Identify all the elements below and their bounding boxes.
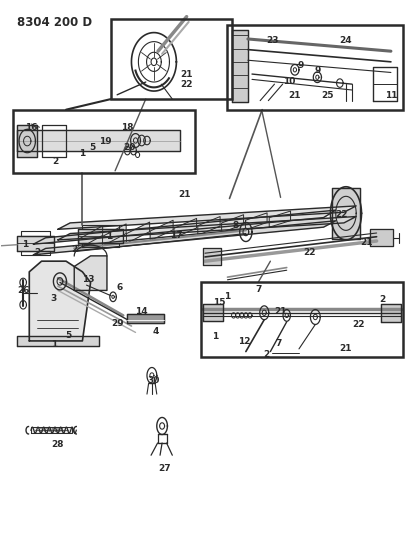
Polygon shape	[150, 220, 173, 240]
Text: 18: 18	[121, 123, 133, 132]
Text: 21: 21	[339, 344, 351, 353]
Polygon shape	[102, 224, 126, 246]
Text: 22: 22	[335, 210, 347, 219]
Text: 2: 2	[379, 295, 385, 304]
Text: 9: 9	[313, 67, 320, 75]
Text: 22: 22	[351, 320, 364, 329]
Polygon shape	[58, 206, 355, 229]
Text: 1: 1	[106, 232, 112, 241]
Text: 13: 13	[82, 275, 94, 284]
Polygon shape	[78, 229, 123, 243]
Polygon shape	[331, 188, 360, 239]
Text: 11: 11	[384, 91, 396, 100]
Polygon shape	[370, 229, 392, 246]
Text: 30: 30	[147, 376, 160, 385]
Text: 2: 2	[34, 248, 40, 257]
Bar	[227, 25, 402, 110]
Text: 23: 23	[265, 36, 278, 45]
Text: 19: 19	[98, 137, 111, 146]
Polygon shape	[269, 211, 290, 227]
Text: 1: 1	[224, 292, 230, 301]
Polygon shape	[127, 314, 164, 324]
Polygon shape	[380, 304, 400, 322]
Text: 2: 2	[263, 350, 269, 359]
Text: 8304 200 D: 8304 200 D	[17, 15, 92, 29]
Text: 29: 29	[110, 319, 123, 328]
Polygon shape	[126, 222, 149, 243]
Text: 4: 4	[153, 327, 159, 336]
Text: 22: 22	[180, 79, 192, 88]
Text: 8: 8	[232, 221, 238, 230]
Polygon shape	[17, 236, 54, 251]
Polygon shape	[231, 30, 247, 102]
Text: 25: 25	[321, 91, 333, 100]
Polygon shape	[17, 336, 99, 346]
Text: 26: 26	[17, 286, 29, 295]
Polygon shape	[197, 216, 220, 235]
Text: 12: 12	[237, 337, 249, 346]
Text: 21: 21	[288, 91, 300, 100]
Text: 7: 7	[254, 285, 261, 294]
Text: 21: 21	[180, 70, 192, 78]
Text: 15: 15	[213, 298, 225, 307]
Bar	[111, 19, 231, 99]
Text: 5: 5	[89, 143, 96, 152]
Polygon shape	[31, 427, 72, 433]
Text: 2: 2	[53, 157, 59, 166]
Polygon shape	[79, 226, 102, 248]
Text: 21: 21	[359, 238, 372, 247]
Text: 3: 3	[51, 294, 57, 303]
Polygon shape	[74, 256, 107, 290]
Text: 9: 9	[297, 61, 303, 70]
Polygon shape	[29, 261, 90, 341]
Polygon shape	[33, 210, 335, 244]
Polygon shape	[245, 213, 266, 230]
Text: 16: 16	[25, 123, 38, 132]
Polygon shape	[173, 219, 196, 238]
Text: 27: 27	[157, 464, 170, 473]
Text: CHRYSLER: CHRYSLER	[39, 428, 65, 433]
Text: 28: 28	[52, 440, 64, 449]
Text: 20: 20	[123, 143, 135, 152]
Polygon shape	[221, 215, 243, 232]
Text: 7: 7	[275, 339, 281, 348]
Text: 14: 14	[135, 307, 148, 316]
Polygon shape	[17, 131, 180, 151]
Text: 1: 1	[51, 340, 57, 349]
Text: 24: 24	[339, 36, 351, 45]
Text: 21: 21	[178, 190, 190, 199]
Polygon shape	[202, 248, 221, 265]
Bar	[13, 110, 194, 173]
Text: 5: 5	[65, 331, 71, 340]
Text: 10: 10	[282, 77, 294, 86]
Text: 21: 21	[274, 307, 286, 316]
Polygon shape	[17, 125, 37, 157]
Polygon shape	[33, 221, 335, 255]
Text: 2: 2	[71, 245, 77, 254]
Text: 6: 6	[116, 283, 122, 292]
Polygon shape	[202, 304, 223, 321]
Polygon shape	[58, 216, 355, 240]
Text: 1: 1	[79, 149, 85, 158]
Bar	[200, 282, 402, 357]
Text: 1: 1	[22, 240, 28, 249]
Text: 1: 1	[211, 332, 218, 341]
Text: 17: 17	[170, 231, 182, 240]
Text: 22: 22	[302, 248, 315, 257]
